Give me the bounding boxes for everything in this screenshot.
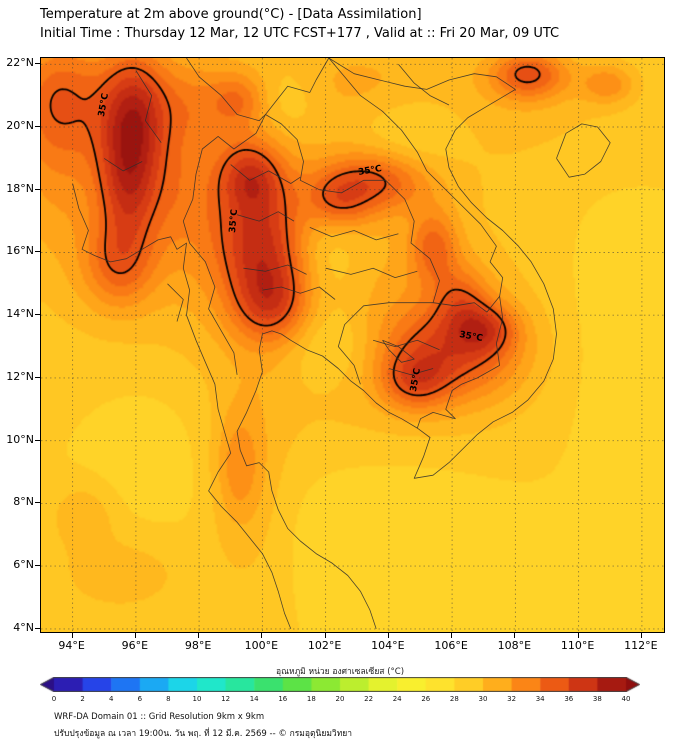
boundary-line bbox=[433, 296, 500, 313]
footer-update-info: ปรับปรุงข้อมูล ณ เวลา 19:00น. วัน พฤ. ที… bbox=[54, 729, 353, 739]
chart-title: Temperature at 2m above ground(°C) - [Da… bbox=[40, 7, 422, 22]
colorbar-tick-label: 12 bbox=[221, 695, 231, 703]
boundary-line bbox=[72, 183, 292, 630]
colorbar-tick-label: 6 bbox=[137, 695, 143, 703]
y-axis-tick-label: 4°N bbox=[13, 620, 34, 634]
y-axis-tick-mark bbox=[35, 628, 40, 629]
boundary-line bbox=[325, 267, 418, 278]
boundary-line bbox=[186, 58, 330, 122]
map-overlay-svg bbox=[41, 58, 664, 632]
map-frame: 35°C 35°C 35°C 35°C 35°C bbox=[40, 57, 665, 633]
y-axis-tick-label: 20°N bbox=[6, 119, 34, 132]
y-axis-tick-mark bbox=[35, 189, 40, 190]
boundary-line bbox=[372, 339, 440, 351]
x-axis-tick-label: 106°E bbox=[434, 639, 468, 652]
boundary-line bbox=[265, 114, 440, 303]
x-axis-tick-mark bbox=[451, 633, 452, 638]
boundary-line bbox=[167, 283, 184, 322]
colorbar-tick-label: 0 bbox=[51, 695, 57, 703]
boundary-line bbox=[416, 296, 504, 429]
colorbar-tick-label: 26 bbox=[421, 695, 431, 703]
x-axis-tick-label: 94°E bbox=[58, 639, 85, 652]
x-axis-tick-mark bbox=[388, 633, 389, 638]
y-axis-tick-mark bbox=[35, 63, 40, 64]
x-axis-tick-label: 112°E bbox=[624, 639, 658, 652]
x-axis-tick-label: 98°E bbox=[184, 639, 212, 652]
y-axis-tick-label: 6°N bbox=[13, 558, 34, 572]
boundary-line bbox=[103, 158, 143, 172]
y-axis-tick-label: 18°N bbox=[6, 181, 34, 195]
y-axis-tick-mark bbox=[35, 251, 40, 252]
y-axis-tick-label: 10°N bbox=[6, 432, 34, 446]
y-axis-tick-mark bbox=[35, 502, 40, 503]
boundary-line bbox=[262, 286, 336, 300]
y-axis-tick-label: 14°N bbox=[6, 307, 34, 321]
x-axis-tick-mark bbox=[135, 633, 136, 638]
y-axis-tick-mark bbox=[35, 565, 40, 566]
colorbar-tick-label: 36 bbox=[564, 695, 574, 703]
boundary-line bbox=[309, 227, 399, 241]
x-axis-tick-mark bbox=[514, 633, 515, 638]
colorbar-tick-label: 24 bbox=[392, 695, 402, 703]
colorbar-tick-label: 2 bbox=[80, 695, 85, 703]
footer-domain-info: WRF-DA Domain 01 :: Grid Resolution 9km … bbox=[54, 712, 265, 722]
colorbar-tick-label: 40 bbox=[621, 695, 631, 703]
x-axis-tick-mark bbox=[641, 633, 642, 638]
colorbar-tick-label: 34 bbox=[535, 695, 545, 703]
x-axis-tick-label: 110°E bbox=[560, 639, 595, 652]
boundary-line bbox=[337, 302, 434, 385]
colorbar-ticks: 0 2 4 6 8 10 12 14 16 18 20 22 24 26 28 30 32 34 36 38 40 bbox=[40, 695, 640, 705]
boundary-line bbox=[236, 211, 295, 222]
y-axis-tick-mark bbox=[35, 440, 40, 441]
boundary-line bbox=[328, 58, 504, 297]
x-axis-tick-label: 96°E bbox=[121, 639, 149, 652]
x-axis-tick-mark bbox=[325, 633, 326, 638]
boundary-line bbox=[135, 70, 162, 143]
y-axis-tick-label: 8°N bbox=[13, 495, 34, 509]
colorbar-tick-label: 4 bbox=[108, 695, 114, 703]
boundary-line bbox=[556, 123, 611, 178]
boundary-line bbox=[388, 368, 434, 376]
x-axis-tick-mark bbox=[72, 633, 73, 638]
x-axis-tick-mark bbox=[578, 633, 579, 638]
x-axis-tick-mark bbox=[261, 633, 262, 638]
colorbar-canvas bbox=[40, 677, 640, 692]
temperature-field-canvas bbox=[41, 58, 664, 632]
colorbar-tick-label: 8 bbox=[166, 695, 171, 703]
contour-label: 35°C bbox=[227, 208, 240, 234]
boundary-line bbox=[328, 58, 516, 90]
colorbar-label: อุณหภูมิ หน่วย องศาเซลเซียส (°C) bbox=[275, 667, 405, 677]
colorbar-tick-label: 38 bbox=[592, 695, 602, 703]
colorbar-tick-label: 18 bbox=[306, 695, 316, 703]
colorbar-tick-label: 14 bbox=[249, 695, 259, 703]
colorbar-tick-label: 10 bbox=[192, 695, 202, 703]
x-axis-tick-mark bbox=[198, 633, 199, 638]
boundary-line bbox=[243, 264, 307, 275]
colorbar-tick-label: 30 bbox=[478, 695, 488, 703]
y-axis-tick-mark bbox=[35, 126, 40, 127]
x-axis-tick-label: 104°E bbox=[371, 639, 405, 652]
y-axis-tick-label: 22°N bbox=[6, 56, 34, 70]
boundary-line bbox=[236, 89, 557, 630]
boundary-line bbox=[230, 164, 301, 184]
x-axis-tick-label: 102°E bbox=[307, 639, 342, 652]
y-axis-tick-mark bbox=[35, 377, 40, 378]
x-axis-tick-label: 100°E bbox=[244, 639, 279, 652]
x-axis-tick-label: 108°E bbox=[497, 639, 532, 652]
boundary-line bbox=[182, 114, 266, 375]
colorbar-tick-label: 22 bbox=[364, 695, 374, 703]
colorbar-tick-label: 16 bbox=[278, 695, 288, 703]
boundary-line bbox=[398, 64, 450, 106]
y-axis-tick-mark bbox=[35, 314, 40, 315]
chart-subtitle: Initial Time : Thursday 12 Mar, 12 UTC F… bbox=[40, 26, 560, 41]
colorbar-tick-label: 32 bbox=[507, 695, 517, 703]
boundary-line bbox=[382, 339, 415, 363]
colorbar-tick-label: 28 bbox=[449, 695, 459, 703]
y-axis-tick-label: 16°N bbox=[6, 244, 34, 258]
colorbar-tick-label: 20 bbox=[335, 695, 345, 703]
y-axis-tick-label: 12°N bbox=[6, 369, 34, 383]
